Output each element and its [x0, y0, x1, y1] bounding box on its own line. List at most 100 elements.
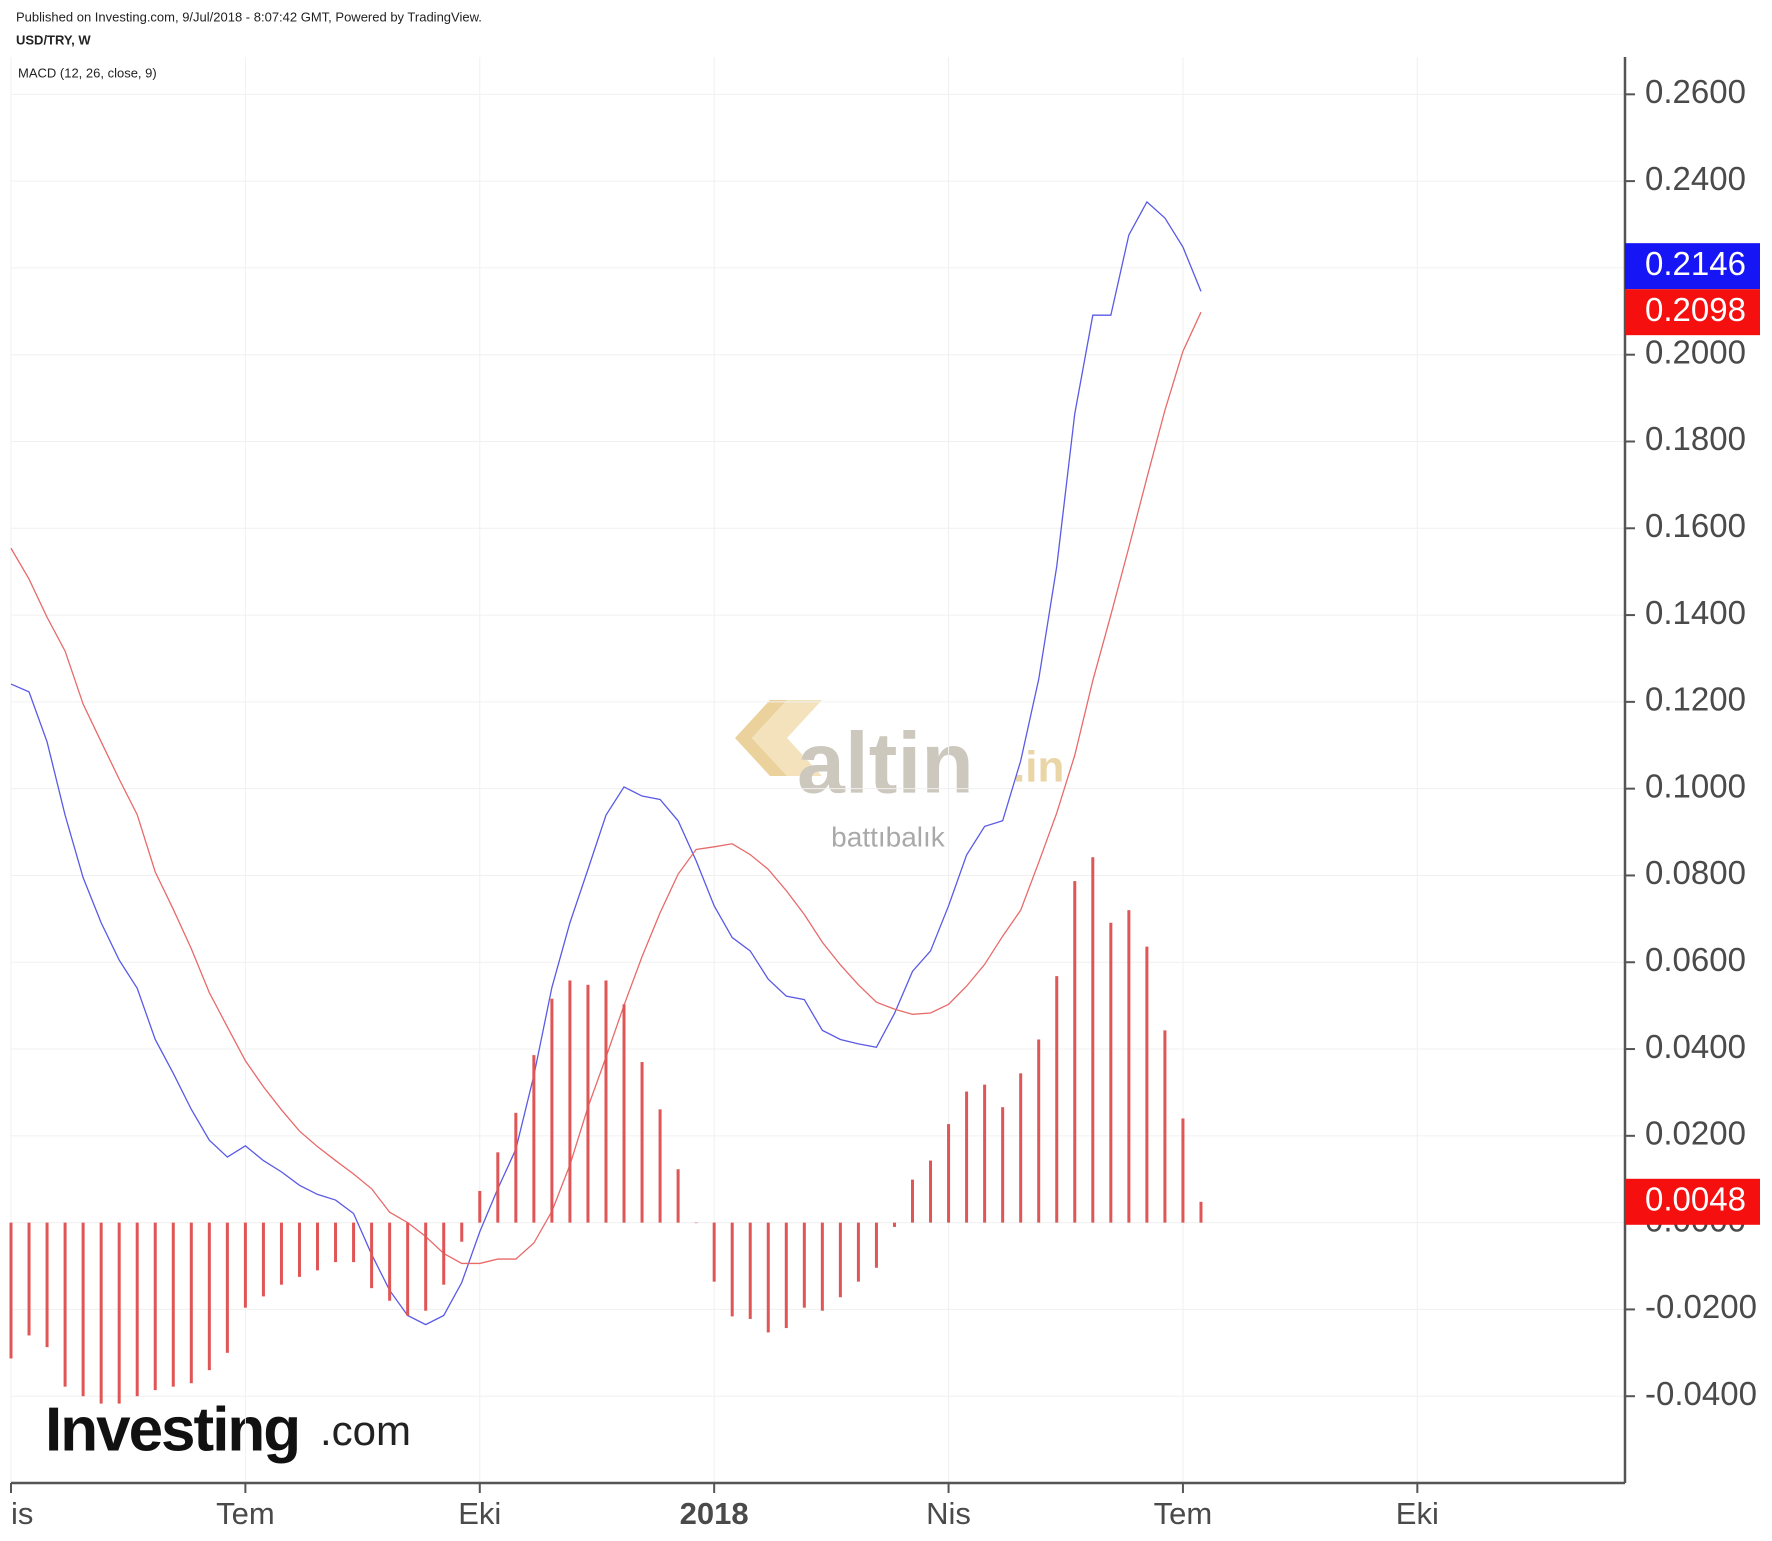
histogram-bar	[406, 1222, 410, 1316]
logo-suffix: .com	[320, 1407, 411, 1454]
histogram-bar	[965, 1091, 969, 1223]
histogram-bar	[424, 1222, 428, 1311]
histogram-bar	[1001, 1107, 1005, 1223]
histogram-bar	[748, 1222, 752, 1319]
y-tick-label: 0.1200	[1645, 681, 1746, 718]
y-tick-label: -0.0200	[1645, 1288, 1757, 1325]
y-tick-label: 0.1000	[1645, 767, 1746, 804]
y-tick-label: 0.1400	[1645, 594, 1746, 631]
histogram-bar	[874, 1222, 878, 1268]
histogram-bar	[983, 1084, 987, 1223]
x-tick-label: Eki	[458, 1496, 501, 1531]
chart-title: MACD (12, 26, close, 9)	[18, 65, 157, 80]
histogram-bar	[261, 1222, 265, 1297]
histogram-bar	[1163, 1030, 1167, 1223]
histogram-bar	[911, 1179, 914, 1223]
histogram-bar	[820, 1222, 824, 1311]
histogram-bar	[352, 1222, 356, 1263]
histogram-bar	[694, 1222, 698, 1224]
y-tick-label: 0.0400	[1645, 1028, 1746, 1065]
y-tick-label: 0.2000	[1645, 333, 1746, 370]
histogram-bar	[1073, 881, 1077, 1223]
histogram-bar	[1145, 946, 1149, 1223]
histogram-bar	[568, 980, 572, 1223]
histogram-bar	[153, 1222, 157, 1391]
last-value-label: 0.2146	[1645, 245, 1746, 282]
y-tick-label: 0.1800	[1645, 420, 1746, 457]
x-tick-label: is	[11, 1496, 33, 1531]
watermark-suffix: .in	[1013, 743, 1064, 792]
x-tick-label: Eki	[1396, 1496, 1439, 1531]
histogram-bar	[1109, 922, 1113, 1223]
logo-name: Investing	[45, 1395, 299, 1464]
histogram-bar	[316, 1222, 320, 1271]
histogram-bar	[586, 984, 590, 1223]
symbol: USD/TRY, W	[16, 32, 91, 47]
y-tick-label: 0.0200	[1645, 1115, 1746, 1152]
watermark-brand: altin	[797, 716, 974, 812]
histogram-bar	[63, 1222, 67, 1387]
y-tick-label: 0.0600	[1645, 941, 1746, 978]
histogram-bar	[550, 998, 554, 1223]
histogram-bar	[784, 1222, 788, 1329]
histogram-bar	[1037, 1039, 1041, 1223]
histogram-bar	[207, 1222, 211, 1371]
histogram-bar	[45, 1222, 49, 1348]
histogram-bar	[1055, 976, 1059, 1223]
histogram-bar	[135, 1222, 139, 1397]
last-value-label: 0.2098	[1645, 291, 1746, 328]
x-tick-label: 2018	[680, 1496, 749, 1531]
histogram-bar	[1181, 1118, 1185, 1223]
macd-line	[10, 200, 1202, 1326]
watermark-icon	[752, 700, 822, 776]
histogram-bar	[99, 1222, 103, 1404]
x-tick-label: Tem	[1154, 1496, 1213, 1531]
y-tick-label: -0.0400	[1645, 1375, 1757, 1412]
histogram-bar	[947, 1124, 951, 1223]
watermark-caption: battıbalık	[831, 821, 946, 852]
histogram-bar	[892, 1222, 896, 1227]
histogram-bar	[279, 1222, 283, 1285]
y-tick-label: 0.1600	[1645, 507, 1746, 544]
histogram-bar	[1199, 1201, 1203, 1223]
histogram-bar	[334, 1222, 338, 1263]
histogram-bar	[838, 1222, 842, 1298]
histogram-bar	[243, 1222, 247, 1308]
histogram-bar	[532, 1055, 536, 1223]
y-tick-label: 0.2600	[1645, 73, 1746, 110]
histogram-bar	[9, 1222, 13, 1359]
x-tick-label: Nis	[926, 1496, 971, 1531]
histogram-bar	[802, 1222, 806, 1308]
histogram-bar	[171, 1222, 175, 1387]
histogram-bar	[388, 1222, 392, 1301]
histogram-bar	[676, 1169, 680, 1223]
histogram-bar	[856, 1222, 860, 1282]
histogram-bar	[604, 980, 608, 1223]
histogram-bar	[370, 1222, 374, 1289]
histogram-bar	[712, 1222, 716, 1282]
histogram-bar	[81, 1222, 85, 1397]
histogram-bar	[622, 1004, 626, 1223]
last-value-box	[1625, 243, 1760, 290]
logo: Investing .com	[45, 1395, 411, 1464]
histogram-bar	[442, 1222, 446, 1285]
histogram-bar	[766, 1222, 770, 1333]
histogram-bar	[27, 1222, 31, 1336]
last-value-box	[1625, 289, 1760, 336]
histogram-bar	[730, 1222, 734, 1317]
histogram-bar	[514, 1112, 518, 1223]
last-value-box	[1625, 1178, 1760, 1225]
histogram-bar	[225, 1222, 229, 1353]
y-tick-label: 0.0800	[1645, 854, 1746, 891]
histogram-bar	[117, 1222, 121, 1404]
histogram-bar	[189, 1222, 193, 1384]
watermark: altin .in battıbalık	[735, 700, 1064, 852]
histogram-bar	[1091, 857, 1095, 1223]
grid	[10, 57, 1625, 1483]
histogram-bar	[1127, 910, 1131, 1223]
histogram-bar	[1019, 1073, 1023, 1223]
y-tick-label: 0.2400	[1645, 160, 1746, 197]
x-tick-label: Tem	[216, 1496, 275, 1531]
published-note: Published on Investing.com, 9/Jul/2018 -…	[16, 9, 482, 24]
